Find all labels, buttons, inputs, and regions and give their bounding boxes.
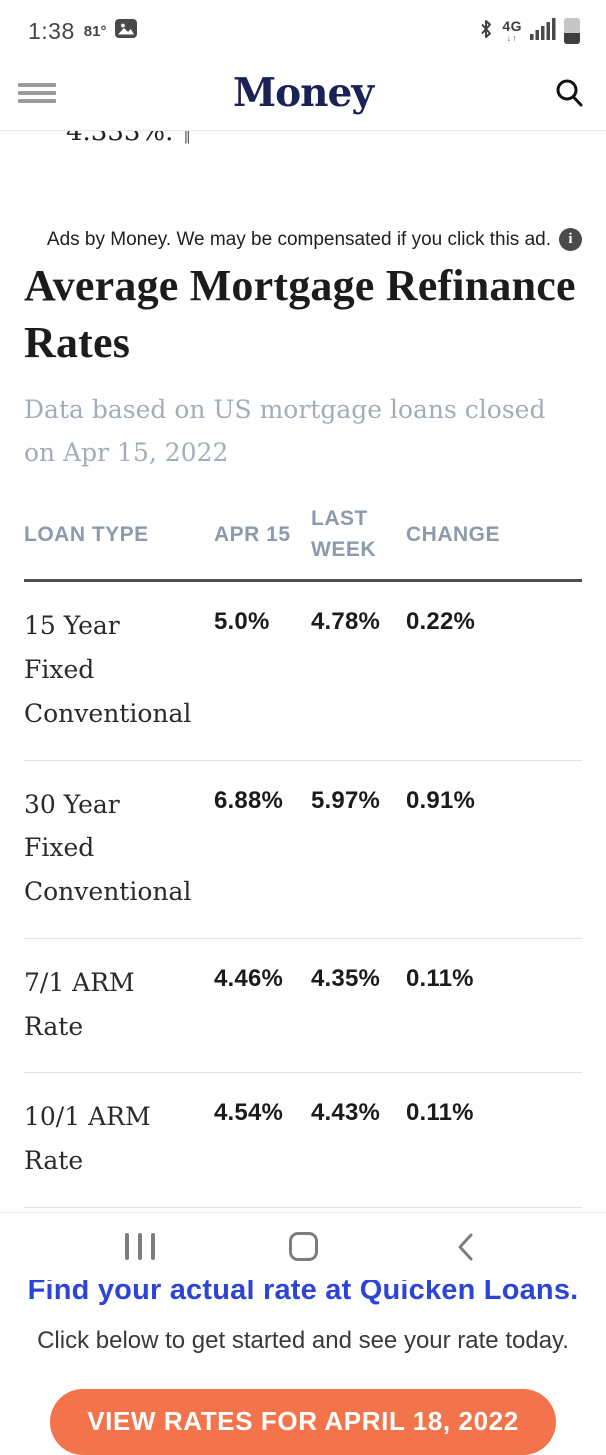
mortgage-rates-table: LOAN TYPE APR 15 LAST WEEK CHANGE 15 Yea… — [24, 504, 582, 1208]
ad-disclaimer: Ads by Money. We may be compensated if y… — [0, 228, 606, 251]
apr15-cell: 6.88% — [214, 786, 284, 814]
view-rates-button[interactable]: VIEW RATES FOR APRIL 18, 2022 — [50, 1388, 556, 1455]
col-header-change: CHANGE — [406, 522, 501, 546]
change-cell: 0.91% — [406, 786, 476, 814]
search-icon[interactable] — [550, 74, 588, 112]
signal-strength-icon — [530, 17, 556, 46]
table-row: 10/1 ARM Rate 4.54% 4.43% 0.11% — [24, 1073, 582, 1208]
last-week-cell: 4.78% — [311, 608, 381, 636]
bluetooth-icon — [478, 18, 494, 45]
table-header-row: LOAN TYPE APR 15 LAST WEEK CHANGE — [24, 504, 582, 583]
table-row: 15 Year Fixed Conventional 5.0% 4.78% 0.… — [24, 582, 582, 761]
apr15-cell: 5.0% — [214, 608, 270, 636]
temperature: 81° — [83, 22, 107, 40]
ad-disclaimer-text: Ads by Money. We may be compensated if y… — [46, 228, 551, 250]
home-icon — [288, 1232, 318, 1261]
last-week-cell: 4.43% — [311, 1099, 381, 1127]
change-cell: 0.11% — [406, 964, 474, 992]
loan-type-cell: 7/1 ARM Rate — [24, 967, 135, 1041]
apr15-cell: 4.54% — [214, 1099, 284, 1127]
android-navigation-bar — [0, 1212, 606, 1280]
gallery-icon — [115, 19, 138, 43]
info-icon[interactable]: i — [559, 228, 582, 251]
home-button[interactable] — [281, 1225, 325, 1269]
back-button[interactable] — [444, 1225, 488, 1269]
last-week-cell: 4.35% — [311, 964, 381, 992]
back-chevron-icon — [458, 1233, 473, 1260]
money-logo[interactable]: Money — [232, 70, 374, 116]
loan-type-cell: 15 Year Fixed Conventional — [24, 611, 192, 728]
battery-icon — [564, 18, 580, 44]
hamburger-menu-icon[interactable] — [18, 82, 56, 104]
recent-apps-button[interactable] — [118, 1225, 162, 1269]
last-week-cell: 5.97% — [311, 786, 381, 814]
change-cell: 0.11% — [406, 1099, 474, 1127]
table-row: 30 Year Fixed Conventional 6.88% 5.97% 0… — [24, 761, 582, 939]
col-header-last-week: LAST WEEK — [311, 507, 376, 561]
cta-helper-text: Click below to get started and see your … — [37, 1326, 569, 1354]
status-bar: 1:38 81° 4G ↓↑ — [0, 0, 606, 56]
clipped-rate-text: 4.333%. — [66, 130, 174, 147]
loan-type-cell: 30 Year Fixed Conventional — [24, 789, 192, 907]
clock: 1:38 — [28, 17, 75, 44]
page-title: Average Mortgage Refinance Rates — [24, 261, 576, 368]
apr15-cell: 4.46% — [214, 964, 284, 992]
change-cell: 0.22% — [406, 608, 476, 636]
table-row: 7/1 ARM Rate 4.46% 4.35% 0.11% — [24, 939, 582, 1074]
site-header: Money — [0, 56, 606, 130]
page-subtitle: Data based on US mortgage loans closed o… — [24, 395, 546, 467]
text-cursor: ‖ — [183, 130, 191, 144]
4g-network-icon: 4G ↓↑ — [502, 18, 522, 43]
col-header-loan-type: LOAN TYPE — [24, 522, 149, 546]
recent-apps-icon — [125, 1233, 155, 1260]
col-header-apr-15: APR 15 — [214, 522, 291, 546]
loan-type-cell: 10/1 ARM Rate — [24, 1102, 151, 1175]
clipped-scrolled-text: 4.333%. ‖ — [0, 130, 606, 148]
